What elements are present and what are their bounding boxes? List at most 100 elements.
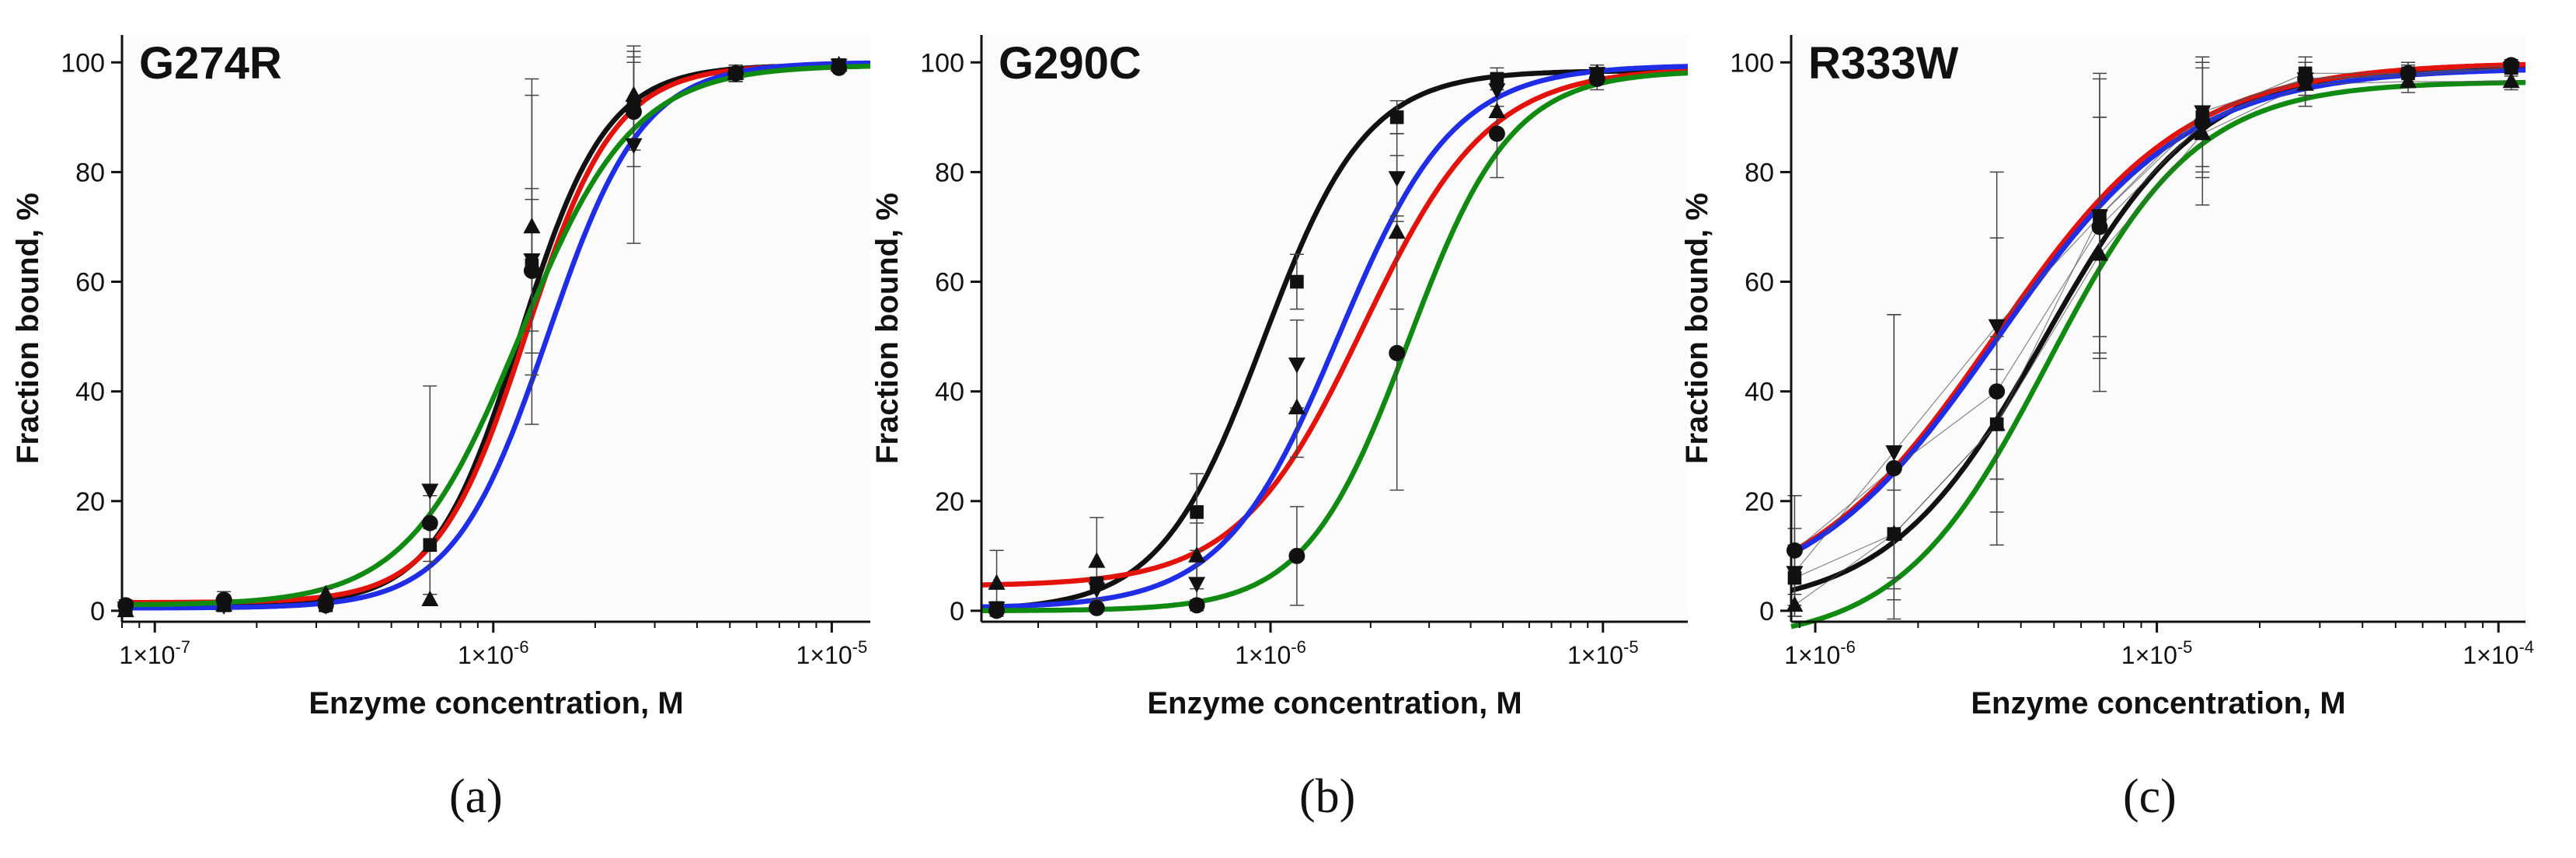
x-axis-label: Enzyme concentration, M <box>308 686 683 720</box>
data-point-blue <box>421 483 439 500</box>
connector-red <box>1794 65 2512 551</box>
data-point-green <box>1088 599 1105 616</box>
chart-title: G290C <box>999 38 1142 89</box>
data-point-green <box>727 64 744 80</box>
panel-label-b: (b) <box>1299 770 1356 823</box>
y-tick-label: 100 <box>61 48 105 78</box>
data-point-red <box>1885 459 1902 476</box>
data-point-green <box>1288 547 1305 564</box>
data-point-green <box>1488 125 1505 142</box>
data-point-blue <box>523 253 541 270</box>
data-point-blue <box>1188 577 1206 593</box>
data-point-green <box>2194 124 2212 141</box>
data-point-black <box>1389 110 1404 124</box>
data-point-green <box>988 602 1006 619</box>
data-point-red <box>421 514 438 532</box>
panel-label-c: (c) <box>2123 770 2177 823</box>
y-tick-label: 0 <box>950 597 964 626</box>
data-point-red <box>1188 546 1206 563</box>
data-point-blue <box>1388 171 1406 187</box>
data-point-blue <box>625 138 643 155</box>
data-point-red <box>523 262 540 279</box>
data-point-green <box>2296 75 2314 91</box>
data-point-green <box>2502 72 2520 89</box>
y-tick-label: 100 <box>1730 48 1774 78</box>
data-point-blue <box>317 598 335 615</box>
chart-title: R333W <box>1808 38 1959 89</box>
data-point-green <box>1588 70 1605 87</box>
chart-title: G274R <box>139 38 282 89</box>
data-point-green <box>1188 597 1205 614</box>
y-axis-label: Fraction bound, % <box>870 193 905 464</box>
data-point-green <box>625 85 643 102</box>
data-point-green <box>1885 525 1903 541</box>
y-tick-label: 20 <box>1745 487 1774 517</box>
data-point-black <box>1490 72 1504 86</box>
x-axis-label: Enzyme concentration, M <box>1971 686 2345 720</box>
y-tick-label: 0 <box>1759 597 1774 626</box>
chart-panel-c: 0 20 40 60 80 100 1×10-5 1×10-4 1×10-6 Enzyme con… <box>1680 35 2534 720</box>
data-point-blue <box>1885 445 1903 462</box>
data-point-blue <box>1488 83 1506 99</box>
y-tick-label: 60 <box>1745 268 1774 298</box>
data-point-green <box>2399 72 2417 89</box>
x-tick-label: 1×10-4 <box>2463 637 2534 669</box>
data-point-blue <box>1988 319 2006 336</box>
data-point-blue <box>2502 61 2520 78</box>
data-point-blue <box>2090 209 2108 225</box>
data-points <box>117 55 848 618</box>
fit-curve-blue <box>121 60 871 611</box>
y-tick-label: 20 <box>935 487 964 517</box>
plot-area <box>981 35 1688 622</box>
y-axis-label: Fraction bound, % <box>11 193 45 464</box>
connector-blue <box>1793 67 2512 573</box>
data-point-red <box>1989 383 2006 400</box>
chart-panel-b: 0 20 40 60 80 100 1×10-6 1×10-5 Enzyme concentra… <box>870 35 1689 720</box>
y-tick-label: 0 <box>90 597 105 626</box>
data-point-red <box>2091 218 2108 235</box>
fit-curves <box>121 60 871 611</box>
data-point-green <box>215 595 233 612</box>
data-point-red <box>1288 398 1305 415</box>
data-point-green <box>2090 245 2108 261</box>
chart-panel-a: 0 20 40 60 80 100 1×10-7 1×10-6 1×10-5 Enzyme con… <box>11 35 871 720</box>
y-tick-label: 40 <box>75 378 105 407</box>
y-tick-label: 80 <box>75 158 105 187</box>
data-point-blue <box>2194 105 2212 121</box>
raw-connectors <box>1793 65 2512 606</box>
x-tick-label: 1×10-6 <box>1235 637 1306 669</box>
y-tick-label: 20 <box>75 487 105 517</box>
data-point-blue <box>1288 358 1305 374</box>
y-tick-label: 80 <box>1745 158 1774 187</box>
data-point-green <box>421 590 439 607</box>
data-point-red <box>1786 542 1803 559</box>
x-tick-label: 1×10-6 <box>1784 637 1856 669</box>
y-tick-label: 60 <box>935 268 964 298</box>
data-point-red <box>1388 222 1406 239</box>
connector-green <box>1794 81 2512 606</box>
y-tick-label: 40 <box>1745 378 1774 407</box>
fit-curve-green <box>121 63 871 608</box>
data-point-green <box>1988 414 2006 431</box>
data-point-red <box>1488 102 1506 119</box>
data-point-black <box>423 538 437 553</box>
data-points <box>988 64 1606 619</box>
y-tick-label: 80 <box>935 158 964 187</box>
data-point-red <box>626 103 642 120</box>
data-point-red <box>2194 114 2211 131</box>
x-axis-label: Enzyme concentration, M <box>1147 686 1522 720</box>
data-point-green <box>523 217 541 234</box>
x-tick-label: 1×10-7 <box>119 637 190 669</box>
panel-label-a: (a) <box>449 770 503 823</box>
x-tick-label: 1×10-5 <box>2121 637 2193 669</box>
y-axis-label: Fraction bound, % <box>1680 193 1714 464</box>
data-point-green <box>830 55 848 72</box>
x-tick-label: 1×10-5 <box>797 637 868 669</box>
y-tick-label: 100 <box>920 48 964 78</box>
data-point-blue <box>1088 582 1106 598</box>
data-point-red <box>988 574 1006 590</box>
x-tick-label: 1×10-6 <box>458 637 529 669</box>
data-point-green <box>1389 344 1406 361</box>
data-point-black <box>1190 505 1204 519</box>
